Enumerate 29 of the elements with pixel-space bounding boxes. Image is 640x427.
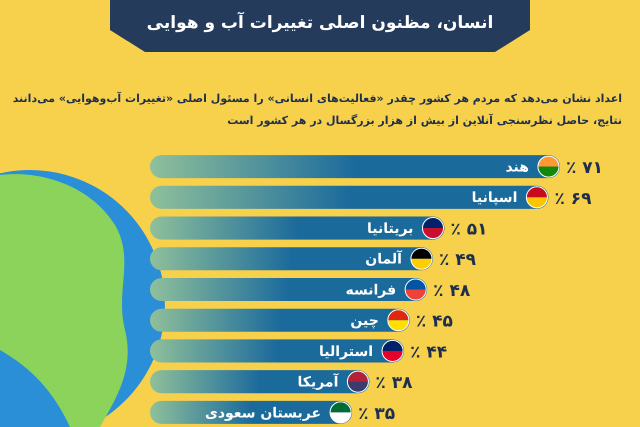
data-label: ٪ ۳۸	[375, 373, 414, 394]
data-label: ٪ ۵۱	[450, 220, 488, 240]
bar	[150, 308, 410, 332]
data-label: ٪ ۴۵	[416, 312, 453, 332]
bar	[150, 186, 548, 209]
text: نتایج، حاصل نظرسنجی آنلاین از بیش از هزار بزرگسال در هر کشور است	[227, 113, 622, 127]
y-tick-label: هند	[505, 159, 529, 176]
bar	[150, 370, 370, 394]
chart-subtitle: اعداد نشان می‌دهد که مردم هر کشور چقدر «فعالیت‌های انسانی» را مسئول اصلی «تغییرات آب‌وهوایی» می‌دانند	[12, 91, 622, 105]
y-tick-label: آلمان	[365, 250, 404, 268]
y-tick-label: اسپانیا	[472, 190, 518, 206]
data-label: ٪ ۶۹	[554, 188, 592, 209]
bar	[150, 216, 445, 240]
data-label: ٪ ۴۹	[438, 250, 477, 270]
chart-title: انسان، مظنون اصلی تغییرات آب و هوایی	[146, 11, 494, 33]
bar	[150, 247, 433, 270]
y-tick-label: استرالیا	[319, 344, 374, 360]
data-label: ٪ ۷۱	[566, 158, 604, 178]
y-tick-label: فرانسه	[345, 282, 396, 298]
y-tick-label: عربستان سعودی	[205, 405, 322, 422]
bar	[150, 339, 404, 362]
data-label: ٪ ۴۴	[410, 342, 448, 362]
y-tick-label: بریتانیا	[367, 220, 414, 237]
y-tick-label: آمریکا	[298, 372, 340, 391]
data-label: ٪ ۳۵	[358, 404, 396, 424]
bar	[150, 278, 428, 302]
bar	[150, 155, 560, 178]
y-tick-label: چین	[350, 313, 379, 330]
data-label: ٪ ۴۸	[433, 280, 471, 301]
